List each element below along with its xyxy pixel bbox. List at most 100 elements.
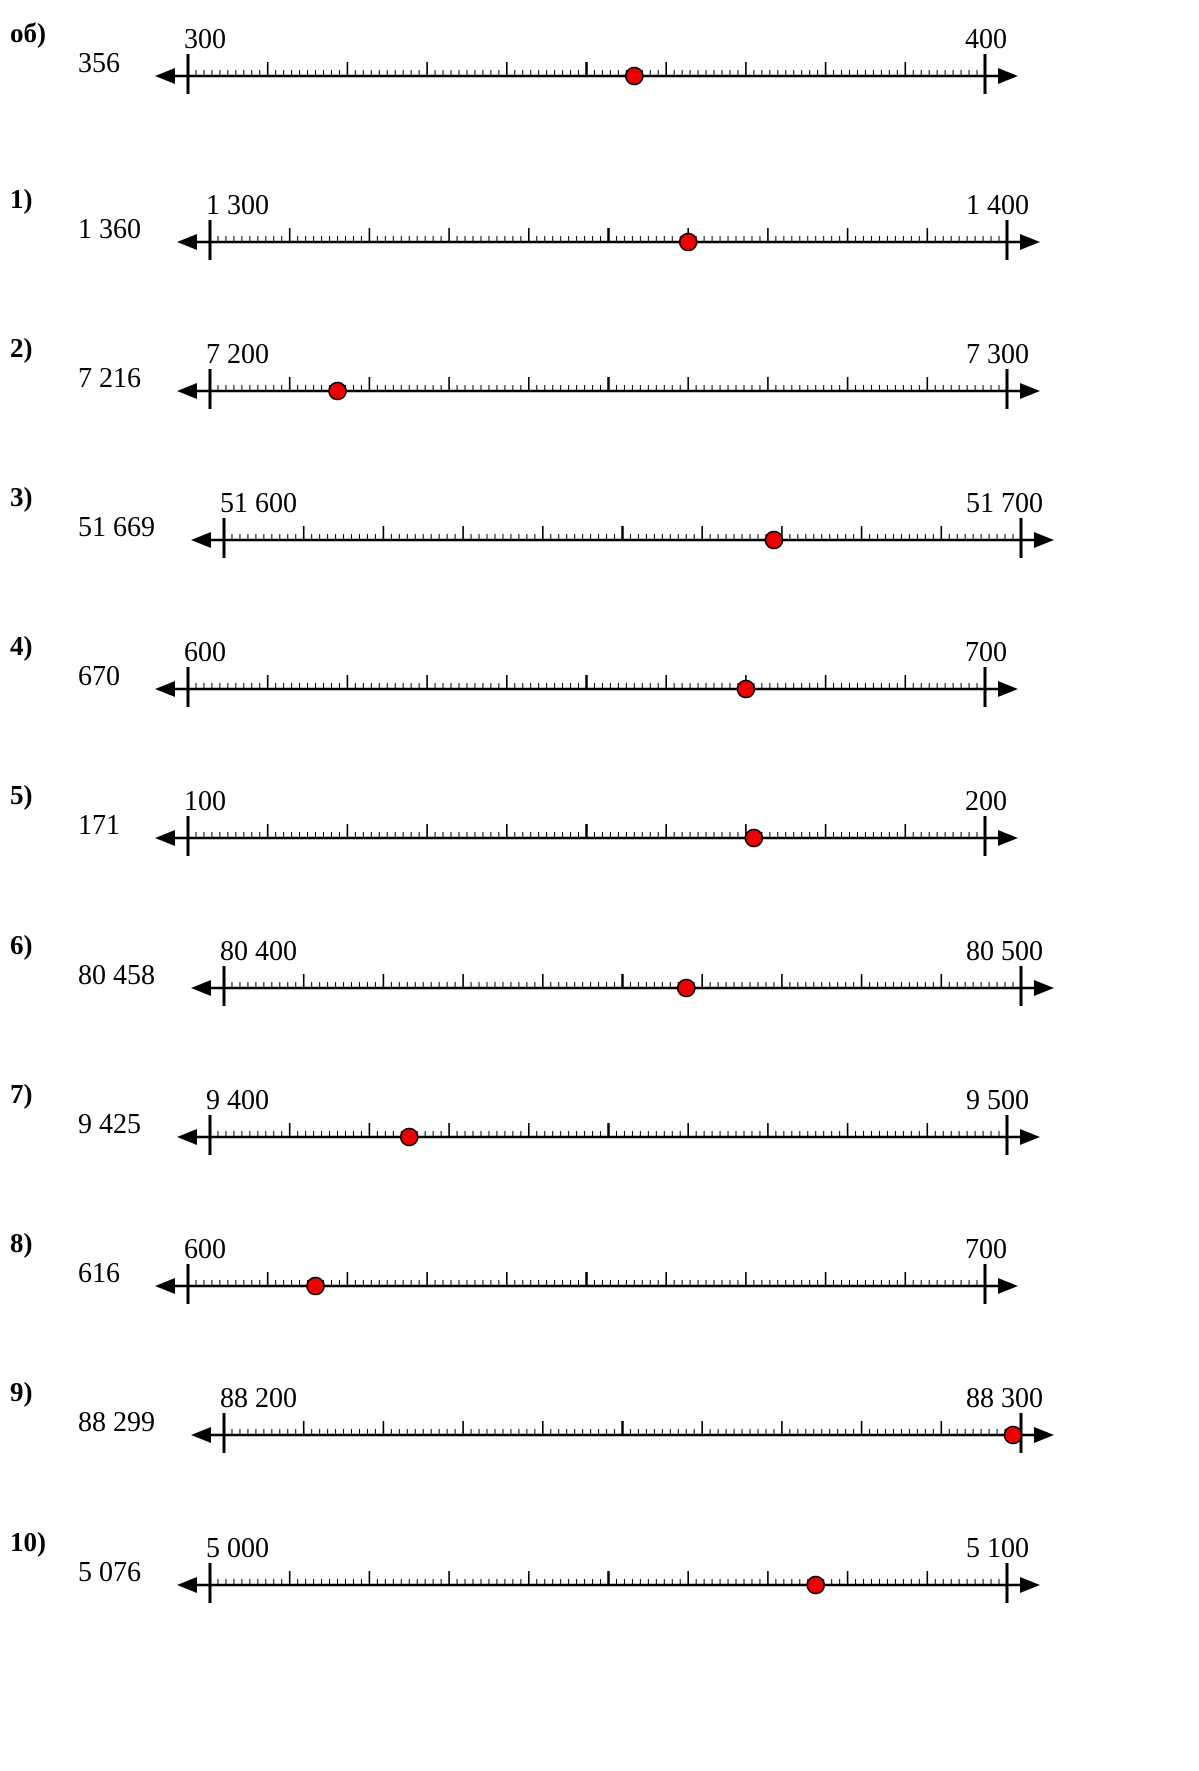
exercise-row: 10) 5 076 5 000 5 100 bbox=[0, 1527, 1199, 1693]
plotted-point bbox=[676, 978, 696, 998]
end-label: 1 400 bbox=[966, 190, 1029, 221]
plotted-point bbox=[328, 381, 347, 401]
right-arrow bbox=[1034, 1427, 1054, 1443]
left-arrow bbox=[155, 68, 175, 84]
exercise-row: 3) 51 669 51 600 51 700 bbox=[0, 482, 1199, 648]
end-label: 700 bbox=[965, 637, 1007, 668]
start-label: 88 200 bbox=[220, 1383, 297, 1414]
start-label: 7 200 bbox=[206, 339, 269, 370]
exercise-row: 5) 171 100 200 bbox=[0, 780, 1199, 946]
left-arrow bbox=[155, 681, 175, 697]
start-label: 100 bbox=[184, 786, 226, 817]
exercise-row: 9) 88 299 88 200 88 300 bbox=[0, 1377, 1199, 1543]
right-arrow bbox=[1020, 1577, 1040, 1593]
right-arrow bbox=[998, 681, 1018, 697]
exercise-number: 8) bbox=[10, 1228, 33, 1258]
start-label: 1 300 bbox=[206, 190, 269, 221]
end-label: 9 500 bbox=[966, 1085, 1029, 1116]
number-line bbox=[155, 1264, 1018, 1304]
exercise-number: 7) bbox=[10, 1079, 33, 1109]
number-line bbox=[191, 1413, 1054, 1453]
exercise-row: об) 356 300 400 bbox=[0, 18, 1199, 184]
target-number: 51 669 bbox=[78, 512, 155, 543]
exercise-number: об) bbox=[10, 18, 46, 48]
number-line bbox=[177, 1563, 1040, 1603]
end-label: 7 300 bbox=[966, 339, 1029, 370]
start-label: 51 600 bbox=[220, 488, 297, 519]
left-arrow bbox=[177, 383, 197, 399]
left-arrow bbox=[155, 1278, 175, 1294]
target-number: 5 076 bbox=[78, 1557, 141, 1588]
end-label: 51 700 bbox=[966, 488, 1043, 519]
exercise-number: 5) bbox=[10, 780, 33, 810]
target-number: 616 bbox=[78, 1258, 120, 1289]
left-arrow bbox=[177, 234, 197, 250]
start-label: 5 000 bbox=[206, 1533, 269, 1564]
plotted-point bbox=[678, 232, 698, 252]
number-line bbox=[155, 667, 1018, 707]
end-label: 200 bbox=[965, 786, 1007, 817]
plotted-point bbox=[1003, 1425, 1023, 1445]
right-arrow bbox=[1034, 980, 1054, 996]
target-number: 7 216 bbox=[78, 363, 141, 394]
target-number: 88 299 bbox=[78, 1407, 155, 1438]
target-number: 1 360 bbox=[78, 214, 141, 245]
exercise-row: 6) 80 458 80 400 80 500 bbox=[0, 930, 1199, 1096]
end-label: 88 300 bbox=[966, 1383, 1043, 1414]
exercise-number: 3) bbox=[10, 482, 33, 512]
number-line bbox=[191, 518, 1054, 558]
exercise-row: 1) 1 360 1 300 1 400 bbox=[0, 184, 1199, 350]
start-label: 9 400 bbox=[206, 1085, 269, 1116]
right-arrow bbox=[998, 830, 1018, 846]
left-arrow bbox=[191, 980, 211, 996]
plotted-point bbox=[306, 1276, 325, 1296]
start-label: 300 bbox=[184, 24, 226, 55]
plotted-point bbox=[764, 530, 784, 550]
right-arrow bbox=[998, 1278, 1018, 1294]
left-arrow bbox=[191, 532, 211, 548]
end-label: 5 100 bbox=[966, 1533, 1029, 1564]
plotted-point bbox=[736, 679, 756, 699]
exercise-row: 7) 9 425 9 400 9 500 bbox=[0, 1079, 1199, 1245]
end-label: 400 bbox=[965, 24, 1007, 55]
right-arrow bbox=[1020, 383, 1040, 399]
start-label: 600 bbox=[184, 1234, 226, 1265]
left-arrow bbox=[177, 1129, 197, 1145]
target-number: 171 bbox=[78, 810, 120, 841]
target-number: 80 458 bbox=[78, 960, 155, 991]
number-line bbox=[191, 966, 1054, 1006]
number-line bbox=[177, 220, 1040, 260]
number-line bbox=[177, 1115, 1040, 1155]
plotted-point bbox=[399, 1127, 419, 1147]
target-number: 9 425 bbox=[78, 1109, 141, 1140]
exercise-number: 1) bbox=[10, 184, 33, 214]
exercise-number: 6) bbox=[10, 930, 33, 960]
start-label: 80 400 bbox=[220, 936, 297, 967]
exercise-number: 4) bbox=[10, 631, 33, 661]
number-line bbox=[155, 816, 1018, 856]
plotted-point bbox=[744, 828, 764, 848]
right-arrow bbox=[1020, 234, 1040, 250]
target-number: 356 bbox=[78, 48, 120, 79]
left-arrow bbox=[177, 1577, 197, 1593]
right-arrow bbox=[1034, 532, 1054, 548]
left-arrow bbox=[155, 830, 175, 846]
left-arrow bbox=[191, 1427, 211, 1443]
plotted-point bbox=[806, 1575, 826, 1595]
right-arrow bbox=[998, 68, 1018, 84]
end-label: 700 bbox=[965, 1234, 1007, 1265]
plotted-point bbox=[625, 66, 644, 86]
exercise-number: 10) bbox=[10, 1527, 46, 1557]
exercise-number: 9) bbox=[10, 1377, 33, 1407]
exercise-row: 4) 670 600 700 bbox=[0, 631, 1199, 797]
number-line bbox=[177, 369, 1040, 409]
start-label: 600 bbox=[184, 637, 226, 668]
number-line bbox=[155, 54, 1018, 94]
end-label: 80 500 bbox=[966, 936, 1043, 967]
exercise-number: 2) bbox=[10, 333, 33, 363]
exercise-row: 2) 7 216 7 200 7 300 bbox=[0, 333, 1199, 499]
target-number: 670 bbox=[78, 661, 120, 692]
exercise-row: 8) 616 600 700 bbox=[0, 1228, 1199, 1394]
right-arrow bbox=[1020, 1129, 1040, 1145]
